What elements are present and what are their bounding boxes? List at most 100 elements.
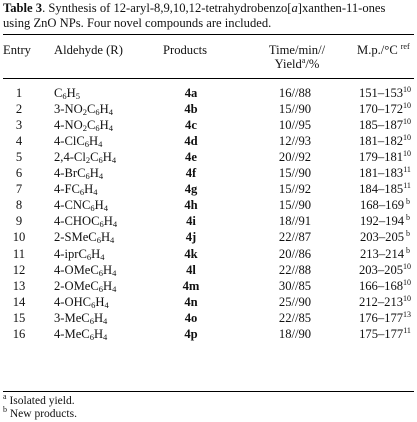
- product-cell: 4p: [184, 326, 198, 341]
- time-yield-cell: 25//90: [278, 294, 312, 309]
- table-label: Table 3: [3, 1, 43, 15]
- aldehyde-cell: 4-BrC6H4: [54, 166, 104, 182]
- product-cell: 4c: [185, 118, 197, 133]
- footnote: a Isolated yield.: [3, 392, 75, 408]
- table-row: 8 4-CNC6H4 4h 15//90 168–169 b: [0, 197, 417, 213]
- aldehyde-cell: 4-iprC6H4: [54, 246, 105, 262]
- mp-cell: 151–15310: [358, 85, 412, 101]
- table-row: 12 4-OMeC6H4 4l 22//88 203–20510: [0, 262, 417, 278]
- ref-superscript: 10: [403, 101, 412, 111]
- aldehyde-cell: 3-MeC6H4: [54, 310, 108, 326]
- caption-text-after: ]xanthen-11-ones using ZnO NPs. Four nov…: [3, 1, 386, 30]
- product-cell: 4d: [184, 134, 198, 149]
- time-yield-cell: 18//90: [278, 326, 312, 341]
- entry-cell: 11: [12, 246, 26, 261]
- time-yield-cell: 16//88: [278, 86, 312, 100]
- aldehyde-cell: 4-CNC6H4: [54, 198, 108, 214]
- time-yield-cell: 10//95: [278, 118, 312, 133]
- product-cell: 4j: [185, 230, 197, 245]
- mp-cell: 175–17711: [359, 325, 411, 341]
- header-mp: M.p./°C ref: [357, 42, 410, 58]
- ref-superscript: 11: [403, 325, 411, 335]
- mp-cell: 166–16810: [358, 277, 412, 293]
- header-products: Products: [163, 43, 208, 57]
- table-caption: Table 3. Synthesis of 12-aryl-8,9,10,12-…: [3, 1, 413, 31]
- header-aldehyde: Aldehyde (R): [54, 43, 123, 57]
- ref-superscript: 10: [403, 117, 412, 127]
- aldehyde-cell: 4-MeC6H4: [54, 326, 108, 342]
- table-row: 7 4-FC6H4 4g 15//92 184–18511: [0, 181, 417, 197]
- aldehyde-cell: 4-FC6H4: [54, 182, 98, 198]
- entry-cell: 9: [15, 214, 23, 229]
- top-rule: [3, 34, 414, 36]
- mp-cell: 213–214 b: [359, 245, 411, 261]
- mp-cell: 192–194 b: [359, 213, 411, 229]
- table-row: 9 4-CHOC6H4 4i 18//91 192–194 b: [0, 213, 417, 229]
- time-yield-cell: 15//90: [278, 198, 312, 213]
- mp-cell: 181–18210: [358, 133, 412, 149]
- entry-cell: 8: [15, 198, 23, 213]
- ref-superscript: 10: [403, 85, 412, 94]
- entry-cell: 14: [12, 294, 26, 309]
- ref-superscript: 10: [403, 133, 412, 143]
- ref-superscript: b: [406, 213, 411, 223]
- time-yield-cell: 18//91: [278, 214, 312, 229]
- product-cell: 4f: [185, 166, 197, 181]
- time-yield-cell: 12//93: [278, 134, 312, 149]
- table-row: 6 4-BrC6H4 4f 15//90 181–18311: [0, 165, 417, 181]
- aldehyde-cell: 4-NO2C6H4: [54, 118, 113, 134]
- table-row: 16 4-MeC6H4 4p 18//90 175–17711: [0, 326, 417, 342]
- mp-cell: 170–17210: [358, 101, 412, 117]
- ref-superscript: 10: [403, 277, 412, 287]
- product-cell: 4g: [184, 182, 198, 197]
- aldehyde-cell: 4-OMeC6H4: [54, 262, 117, 278]
- aldehyde-cell: 2,4-Cl2C6H4: [54, 150, 117, 166]
- time-yield-cell: 22//88: [278, 262, 312, 277]
- time-yield-cell: 30//85: [278, 278, 312, 293]
- table-row: 2 3-NO2C6H4 4b 15//90 170–17210: [0, 101, 417, 117]
- header-entry: Entry: [3, 43, 31, 57]
- mp-cell: 181–18311: [359, 165, 411, 181]
- product-cell: 4l: [186, 262, 196, 277]
- ref-superscript: 10: [403, 149, 412, 159]
- entry-cell: 15: [12, 310, 26, 325]
- bottom-rule: [3, 391, 414, 393]
- mp-cell: 203–20510: [358, 261, 412, 277]
- time-yield-cell: 22//87: [278, 230, 312, 245]
- header-time-line2: Yielda/%: [274, 56, 320, 72]
- table-row: 13 2-OMeC6H4 4m 30//85 166–16810: [0, 278, 417, 294]
- mp-cell: 185–18710: [358, 117, 412, 133]
- entry-cell: 16: [12, 326, 26, 341]
- product-cell: 4n: [184, 294, 198, 309]
- aldehyde-cell: 4-ClC6H4: [54, 134, 103, 150]
- product-cell: 4h: [184, 198, 198, 213]
- ref-superscript: 11: [403, 181, 411, 191]
- table-row: 5 2,4-Cl2C6H4 4e 20//92 179–18110: [0, 149, 417, 165]
- product-cell: 4k: [184, 246, 198, 261]
- product-cell: 4i: [186, 214, 196, 229]
- product-cell: 4m: [182, 278, 200, 293]
- ref-superscript: b: [406, 229, 411, 239]
- table-row: 11 4-iprC6H4 4k 20//86 213–214 b: [0, 246, 417, 262]
- time-yield-cell: 15//90: [278, 166, 312, 181]
- header-rule: [3, 78, 414, 79]
- table-row: 1 C6H5 4a 16//88 151–15310: [0, 85, 417, 101]
- aldehyde-cell: 2-OMeC6H4: [54, 278, 117, 294]
- caption-text-before: . Synthesis of 12-aryl-8,9,10,12-tetrahy…: [42, 1, 292, 15]
- product-cell: 4o: [184, 310, 198, 325]
- table-row: 15 3-MeC6H4 4o 22//85 176–17713: [0, 310, 417, 326]
- ref-superscript: b: [406, 245, 411, 255]
- product-cell: 4a: [184, 86, 198, 100]
- mp-cell: 184–18511: [359, 181, 411, 197]
- header-time-line1: Time/min//: [268, 43, 326, 57]
- aldehyde-cell: 4-OHC6H4: [54, 294, 109, 310]
- aldehyde-cell: 2-SMeC6H4: [54, 230, 115, 246]
- mp-cell: 176–17713: [358, 309, 412, 325]
- ref-superscript: 11: [403, 165, 411, 175]
- time-yield-cell: 15//90: [278, 102, 312, 117]
- header-time-yield: Time/min// Yielda/%: [262, 43, 332, 71]
- mp-cell: 168–169 b: [359, 197, 411, 213]
- ref-superscript: 10: [403, 261, 412, 271]
- mp-cell: 212–21310: [358, 293, 412, 309]
- entry-cell: 4: [15, 134, 23, 149]
